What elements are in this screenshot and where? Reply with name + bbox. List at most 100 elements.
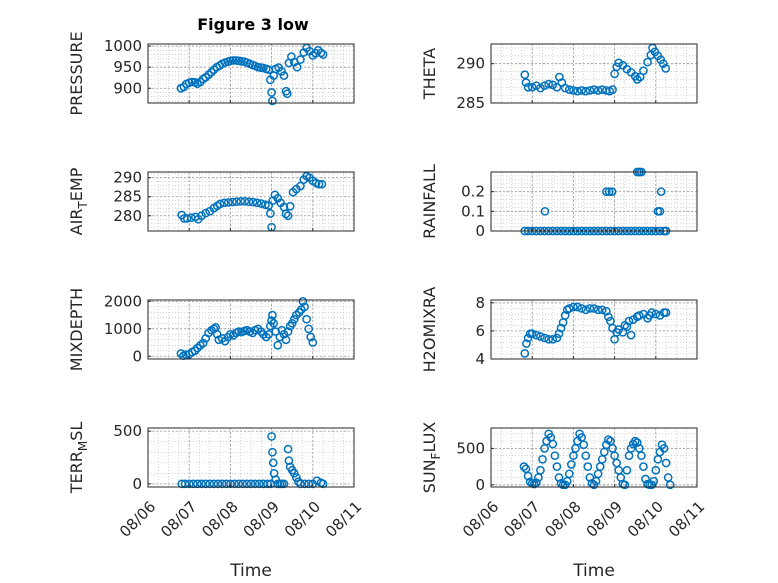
y-tick-label: 4 <box>475 350 485 368</box>
data-point <box>665 480 675 490</box>
data-point <box>581 86 591 96</box>
data-point <box>201 208 211 218</box>
y-tick-label: 0 <box>475 476 485 494</box>
series-markers <box>519 429 675 490</box>
x-axis-label-right: Time <box>572 561 615 581</box>
series-markers <box>520 302 671 358</box>
data-point <box>318 50 328 59</box>
subplot-rainfall: 0 0.10.2 RAINFALL <box>420 164 698 240</box>
data-point <box>564 304 574 313</box>
data-point <box>560 83 570 93</box>
data-point <box>566 460 576 469</box>
data-point <box>552 82 562 92</box>
figure-title: Figure 3 low <box>197 15 309 34</box>
data-point <box>569 302 578 312</box>
data-point <box>520 349 530 358</box>
data-point <box>651 465 661 475</box>
data-point <box>296 181 305 191</box>
y-tick-label: 285 <box>456 94 485 112</box>
data-point <box>579 440 589 450</box>
data-point <box>661 458 671 468</box>
y-axis-label: THETA <box>420 48 439 100</box>
axes-box <box>490 171 698 232</box>
data-point <box>267 432 276 441</box>
data-point <box>519 462 529 471</box>
data-point <box>527 82 537 92</box>
data-point <box>656 187 666 197</box>
data-point <box>597 305 607 315</box>
x-tick-label: 08/06 <box>459 498 502 541</box>
data-point <box>244 197 254 207</box>
y-axis-label: SUNFLUX <box>420 422 443 494</box>
data-point <box>268 96 277 106</box>
data-point <box>308 338 318 347</box>
data-point <box>569 86 578 95</box>
data-point <box>306 332 316 342</box>
data-point <box>268 458 278 468</box>
data-point <box>655 206 665 216</box>
data-point <box>531 330 541 340</box>
data-point <box>269 318 279 328</box>
data-point <box>626 444 636 453</box>
data-point <box>577 86 586 95</box>
plot-area <box>148 428 354 487</box>
data-point <box>252 198 262 208</box>
data-point <box>285 201 295 211</box>
x-tick-label: 08/10 <box>281 498 324 541</box>
data-point <box>268 196 278 205</box>
data-point <box>287 318 297 328</box>
plot-area <box>148 44 354 103</box>
data-point <box>622 322 632 332</box>
subplot-pressure: 900 950 1000 PRESSURE <box>67 31 355 116</box>
data-point <box>643 57 652 67</box>
y-tick-label: 285 <box>113 188 142 206</box>
y-tick-label: 0.2 <box>461 183 485 201</box>
data-point <box>604 312 613 322</box>
data-point <box>564 85 574 94</box>
y-tick-label: 900 <box>113 79 142 97</box>
data-point <box>248 197 258 207</box>
data-point <box>581 305 591 315</box>
data-point <box>289 468 299 478</box>
data-point <box>296 55 305 64</box>
data-point <box>604 435 613 445</box>
data-point <box>552 333 562 343</box>
data-point <box>552 462 562 471</box>
data-point <box>554 329 564 339</box>
y-tick-label: 500 <box>456 439 485 457</box>
y-tick-label: 950 <box>113 58 142 76</box>
data-point <box>560 311 570 320</box>
data-point <box>536 465 545 475</box>
data-point <box>661 308 671 317</box>
data-point <box>182 214 192 223</box>
data-point <box>540 81 549 91</box>
data-point <box>283 211 293 221</box>
data-point <box>271 327 281 336</box>
data-point <box>223 198 233 207</box>
axes-box <box>490 43 698 104</box>
axes-box <box>147 43 355 104</box>
data-point <box>548 439 558 449</box>
data-point <box>630 436 640 446</box>
x-tick-label: 08/11 <box>322 498 365 541</box>
data-point <box>268 310 277 320</box>
data-point <box>279 71 289 80</box>
axes-box <box>490 299 698 360</box>
plot-area <box>491 172 697 231</box>
data-point <box>639 66 648 76</box>
data-point <box>602 306 611 316</box>
y-axis-label: RAINFALL <box>420 164 439 239</box>
data-point <box>273 340 283 350</box>
y-tick-label: 8 <box>475 294 485 312</box>
data-point <box>283 327 293 336</box>
data-point <box>604 187 614 197</box>
x-axis-label-left: Time <box>229 561 272 581</box>
data-point <box>651 309 661 319</box>
data-point <box>593 86 603 95</box>
subplot-h2omixra: 4 6 8 H2OMIXRA <box>420 287 698 372</box>
data-point <box>589 304 599 313</box>
data-point <box>585 86 595 95</box>
